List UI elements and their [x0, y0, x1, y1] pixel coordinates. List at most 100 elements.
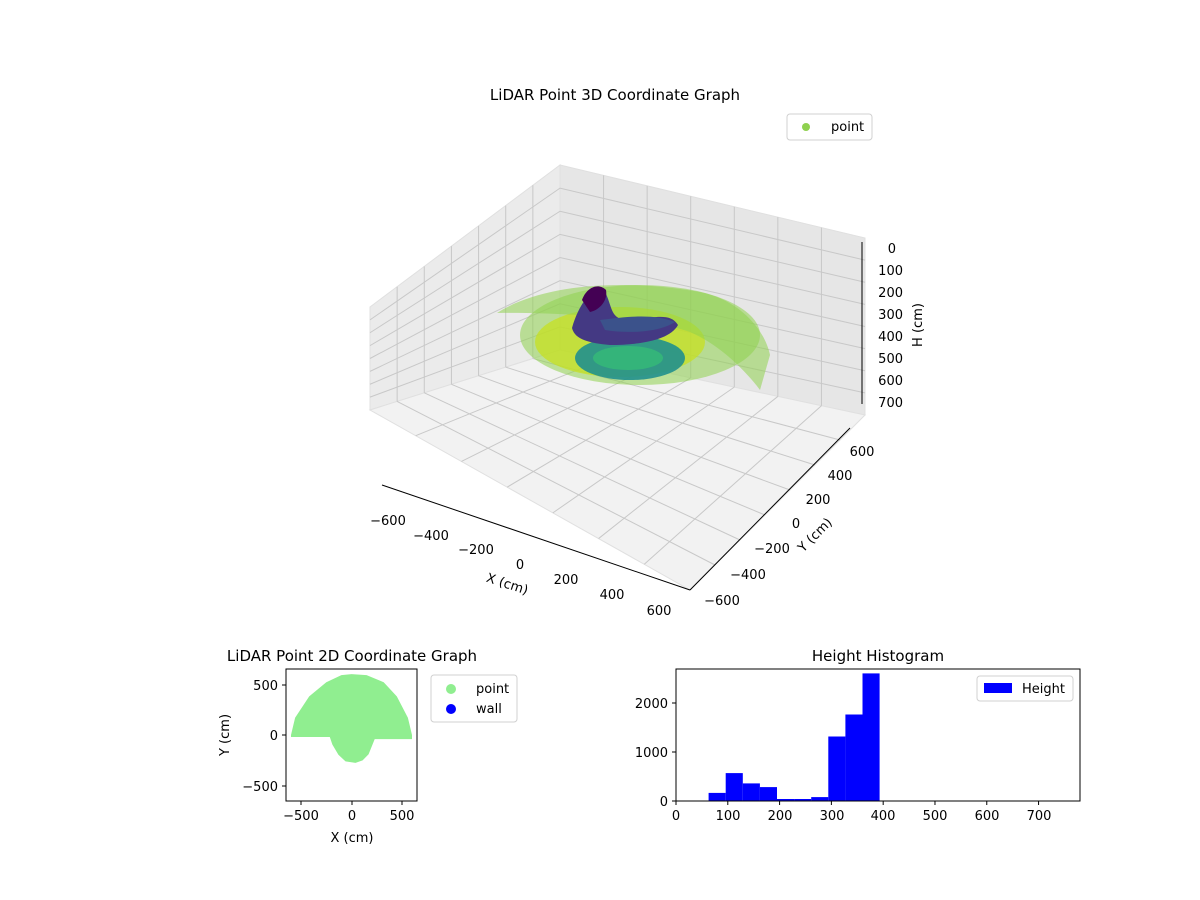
histogram-bar	[777, 799, 795, 801]
y3d-tick-label: 600	[850, 445, 875, 460]
x2d-axis-label: X (cm)	[331, 831, 374, 846]
hist-x-tick-label: 100	[716, 809, 741, 824]
histogram-title: Height Histogram	[812, 647, 944, 665]
grid-line	[424, 392, 741, 541]
legend-2d-marker-wall	[446, 704, 456, 714]
z3d-tick-label: 0	[888, 242, 896, 257]
histogram-bar	[828, 736, 846, 801]
pane-floor	[368, 349, 867, 591]
y2d-tick-label: 500	[253, 679, 278, 694]
legend-3d-frame	[786, 113, 873, 141]
hist-y-tick-label: 2000	[635, 697, 668, 712]
grid-line	[478, 375, 791, 491]
histogram-bar	[759, 787, 777, 801]
histogram-bars	[708, 673, 880, 801]
x3d-tick-label: 400	[600, 588, 625, 603]
histogram-bar	[794, 799, 812, 801]
legend-histogram: Height	[976, 675, 1074, 702]
x3d-tick-label: −600	[370, 514, 406, 529]
z3d-tick-label: 500	[878, 352, 903, 367]
y2d-tick-label: 0	[270, 729, 278, 744]
legend-2d-label-wall: wall	[476, 702, 502, 717]
histogram-bar	[845, 714, 863, 801]
legend-histogram-frame	[976, 675, 1074, 702]
chart-3d-title: LiDAR Point 3D Coordinate Graph	[490, 86, 740, 104]
y2d-axis-label: Y (cm)	[218, 714, 233, 757]
x3d-tick-label: −400	[413, 529, 449, 544]
y3d-tick-label: 0	[792, 517, 800, 532]
x3d-axis-label: X (cm)	[484, 571, 530, 599]
grid-line	[369, 280, 866, 372]
y3d-tick-label: −200	[754, 542, 790, 557]
legend-histogram-swatch	[984, 683, 1012, 693]
grid-line	[451, 383, 766, 516]
chart-2d-title: LiDAR Point 2D Coordinate Graph	[227, 647, 477, 665]
z3d-tick-label: 400	[878, 330, 903, 345]
chart-2d: LiDAR Point 2D Coordinate Graph −500 0 5…	[218, 647, 518, 846]
x2d-tick-label: −500	[283, 809, 319, 824]
histogram-bar	[742, 783, 760, 801]
plot-frame-histogram	[675, 668, 1081, 802]
histogram-bar	[811, 797, 829, 801]
hist-x-tick-label: 0	[672, 809, 680, 824]
chart-3d: LiDAR Point 3D Coordinate Graph −600 −40…	[368, 86, 926, 619]
hist-x-tick-label: 600	[975, 809, 1000, 824]
y3d-axis-label: Y (cm)	[795, 515, 836, 556]
x2d-tick-label: 500	[390, 809, 415, 824]
legend-3d: point	[786, 113, 873, 141]
legend-3d-marker	[802, 123, 810, 131]
histogram-bar	[725, 773, 743, 801]
legend-2d: point wall	[430, 674, 518, 723]
legend-3d-label: point	[831, 120, 864, 135]
z3d-tick-label: 100	[878, 264, 903, 279]
x-axis-line	[381, 484, 691, 591]
chart-histogram: Height Histogram 0 100 200 300 400 500 6…	[635, 647, 1081, 824]
grid-line	[506, 377, 691, 488]
grid-line	[369, 210, 866, 334]
legend-histogram-label: Height	[1022, 682, 1065, 697]
histogram-bar	[862, 673, 880, 801]
y3d-tick-label: 400	[828, 469, 853, 484]
inner-ring-center	[593, 346, 663, 370]
y3d-tick-label: −400	[730, 568, 766, 583]
z3d-tick-label: 600	[878, 374, 903, 389]
grid-line	[396, 400, 716, 566]
hist-x-tick-label: 700	[1027, 809, 1052, 824]
z3d-axis-label: H (cm)	[911, 303, 926, 347]
x3d-tick-label: 0	[516, 558, 524, 573]
hist-x-tick-label: 300	[820, 809, 845, 824]
hist-x-tick-label: 500	[923, 809, 948, 824]
hist-x-tick-label: 200	[768, 809, 793, 824]
point-cloud	[497, 285, 770, 390]
y3d-tick-label: 200	[806, 493, 831, 508]
x3d-tick-label: −200	[458, 543, 494, 558]
x3d-tick-label: 200	[554, 573, 579, 588]
grid-line	[598, 396, 779, 539]
grid-line	[505, 366, 816, 466]
grid-line	[643, 405, 822, 565]
hist-y-tick-label: 0	[660, 795, 668, 810]
y3d-tick-label: −600	[704, 594, 740, 609]
hist-x-tick-label: 400	[871, 809, 896, 824]
grid-line	[552, 386, 735, 514]
z3d-tick-label: 300	[878, 308, 903, 323]
legend-2d-label-point: point	[476, 682, 509, 697]
grid-line	[461, 368, 648, 462]
y2d-tick-label: −500	[242, 780, 278, 795]
x2d-tick-label: 0	[348, 809, 356, 824]
clutter-top	[582, 286, 607, 312]
grid-line	[369, 187, 866, 321]
histogram-x-ticks	[675, 801, 1040, 805]
clutter-band	[600, 316, 675, 332]
z3d-tick-label: 200	[878, 286, 903, 301]
point-cloud-2d	[291, 674, 412, 763]
x3d-tick-label: 600	[647, 604, 672, 619]
grid-line	[369, 256, 866, 359]
legend-2d-marker-point	[446, 684, 456, 694]
grid-line	[369, 233, 866, 347]
hist-y-tick-label: 1000	[635, 746, 668, 761]
y-axis-line	[689, 427, 851, 591]
histogram-bar	[708, 792, 726, 801]
floor-arc	[497, 285, 770, 390]
